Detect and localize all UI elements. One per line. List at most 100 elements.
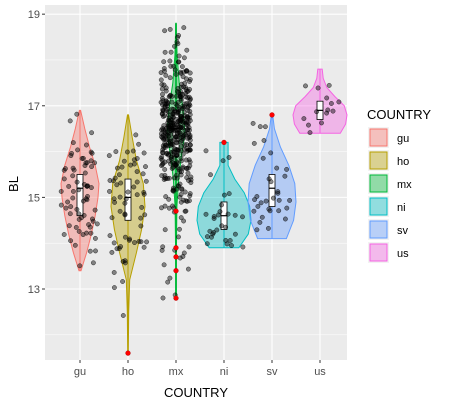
data-point-ni [240, 214, 245, 220]
data-point-gu [77, 263, 83, 269]
data-point-mx [159, 149, 165, 155]
legend-key-bg [368, 173, 389, 194]
data-point-mx [168, 154, 174, 160]
data-point-mx [187, 142, 193, 148]
data-point-mx [158, 70, 164, 76]
data-point-mx [160, 107, 166, 113]
legend-swatch-mx [369, 174, 388, 193]
data-point-ho [134, 179, 140, 185]
data-point-mx [187, 78, 192, 84]
data-point-mx [160, 114, 166, 119]
data-point-mx [184, 47, 190, 53]
data-point-sv [255, 203, 261, 209]
data-point-gu [87, 224, 93, 230]
data-point-mx [163, 85, 169, 91]
data-point-mx [187, 118, 193, 124]
data-point-ho [112, 199, 118, 205]
data-point-ho [132, 240, 137, 246]
data-point-mx [163, 72, 169, 78]
data-point-ho [134, 169, 140, 175]
data-point-mx [178, 156, 184, 161]
data-point-mx [184, 68, 190, 74]
data-point-sv [262, 124, 268, 130]
data-point-gu [68, 204, 74, 210]
data-point-mx [160, 107, 166, 113]
legend: COUNTRY gu ho mx ni sv us [367, 107, 431, 263]
data-point-gu [58, 188, 64, 194]
y-tick-label: 15 [28, 192, 40, 204]
data-point-ho [141, 244, 147, 250]
data-point-ho [114, 182, 120, 188]
data-point-sv [282, 216, 288, 222]
outlier-mx [173, 295, 179, 301]
legend-swatch-sv [369, 220, 388, 239]
data-point-mx [168, 92, 173, 98]
data-point-mx [179, 169, 184, 175]
data-point-gu [65, 199, 71, 205]
data-point-gu [70, 195, 76, 201]
data-point-ho [124, 149, 130, 155]
data-point-mx [167, 275, 173, 281]
data-point-mx [181, 69, 187, 75]
data-point-us [315, 85, 321, 91]
data-point-us [326, 82, 332, 88]
data-point-ho [107, 233, 113, 239]
data-point-gu [76, 211, 82, 217]
data-point-mx [171, 63, 177, 69]
data-point-gu [79, 156, 85, 161]
legend-key-bg [368, 127, 389, 148]
data-point-mx [186, 94, 192, 100]
data-point-mx [160, 244, 166, 250]
data-point-ni [207, 228, 213, 234]
data-point-mx [165, 279, 171, 285]
data-point-mx [173, 93, 179, 99]
data-point-gu [74, 111, 80, 117]
legend-label-us: us [397, 248, 409, 260]
data-point-mx [179, 64, 185, 70]
data-point-sv [259, 214, 265, 220]
jitter-points [58, 25, 342, 318]
legend-swatch-gu [369, 128, 388, 147]
data-point-ho [122, 258, 128, 264]
data-point-mx [162, 49, 168, 55]
data-point-gu [70, 188, 76, 194]
data-point-mx [181, 109, 187, 115]
data-point-mx [167, 26, 173, 32]
data-point-mx [185, 122, 191, 128]
data-point-sv [268, 179, 274, 185]
data-point-sv [270, 195, 276, 201]
outlier-mx [173, 208, 179, 214]
outlier-mx [173, 268, 179, 274]
data-point-mx [166, 117, 172, 123]
data-point-mx [178, 96, 184, 102]
data-point-mx [162, 175, 168, 181]
data-point-gu [81, 212, 87, 218]
data-point-gu [68, 153, 74, 159]
data-point-mx [182, 189, 188, 195]
data-point-ni [215, 212, 221, 218]
data-point-gu [85, 193, 90, 199]
data-point-ho [134, 156, 140, 161]
data-point-ho [122, 200, 128, 206]
data-point-mx [181, 197, 187, 203]
data-point-mx [169, 106, 175, 112]
data-point-mx [171, 106, 176, 112]
data-point-ni [211, 214, 217, 219]
data-point-gu [61, 232, 67, 237]
data-point-mx [160, 91, 165, 97]
x-axis-title: COUNTRY [164, 385, 228, 400]
x-tick-label: us [314, 366, 326, 378]
data-point-sv [257, 219, 263, 225]
data-point-mx [159, 86, 165, 92]
data-point-mx [184, 198, 190, 204]
legend-label-gu: gu [397, 133, 409, 145]
data-point-mx [176, 53, 182, 59]
legend-key-bg [368, 219, 389, 240]
data-point-ni [232, 212, 238, 218]
data-point-gu [62, 166, 68, 172]
data-point-ho [121, 158, 127, 164]
data-point-mx [184, 100, 190, 106]
data-point-sv [251, 140, 257, 146]
data-point-sv [257, 124, 263, 130]
